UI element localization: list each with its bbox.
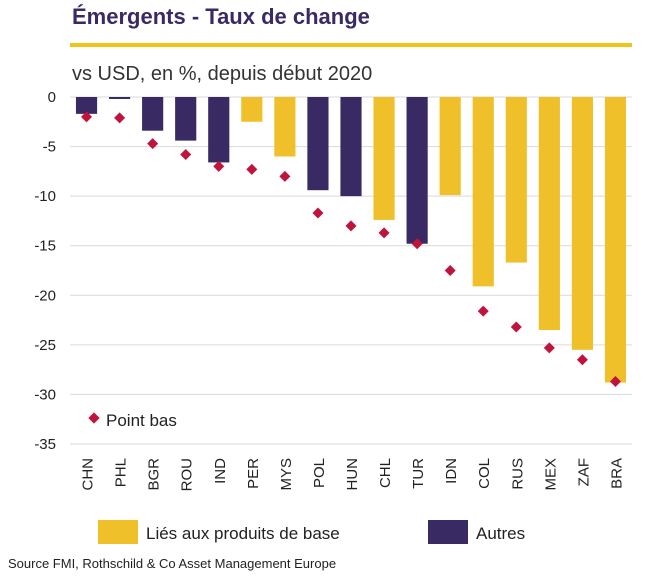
bar-tur [406, 97, 428, 244]
x-tick-label: RUS [509, 458, 526, 490]
low-point-pol [312, 207, 324, 219]
low-point-col [477, 305, 489, 317]
bar-idn [439, 97, 461, 196]
low-point-mys [279, 170, 291, 182]
y-tick-label: -30 [34, 386, 56, 403]
x-tick-label: PER [245, 458, 262, 489]
low-point-per [246, 163, 258, 175]
x-tick-label: IND [212, 458, 229, 484]
x-tick-label: ZAF [575, 458, 592, 486]
bar-col [472, 97, 494, 287]
low-point-rus [510, 321, 522, 333]
x-tick-label: BGR [146, 458, 163, 491]
x-axis: CHN PHL BGR ROU IND PER MYS POL HUN CHL TUR IDN COL R… [80, 458, 626, 492]
bar-chl [373, 97, 395, 220]
low-point-idn [444, 265, 456, 276]
legend-point-label: Point bas [106, 411, 177, 430]
x-tick-label: ROU [179, 458, 196, 491]
x-tick-label: MYS [278, 458, 295, 491]
bottom-legend: Liés aux produits de base Autres [98, 520, 525, 544]
bar-pol [307, 97, 329, 191]
y-axis: 0 -5 -10 -15 -20 -25 -30 -35 [34, 89, 56, 453]
bar-rus [505, 97, 527, 263]
x-tick-label: TUR [410, 458, 427, 489]
low-point-hun [345, 220, 357, 232]
bar-chn [75, 97, 98, 114]
legend-commodity-label: Liés aux produits de base [146, 524, 340, 543]
low-points [81, 111, 621, 388]
bar-phl [109, 97, 131, 99]
low-point-ind [213, 160, 225, 172]
bar-rou [175, 97, 197, 141]
bar-bra [604, 97, 627, 383]
x-tick-label: CHN [80, 458, 97, 491]
y-tick-label: -25 [34, 337, 56, 354]
legend-commodity-swatch [98, 520, 138, 544]
low-point-zaf [576, 354, 588, 366]
low-point-tur [411, 238, 423, 250]
low-point-mex [543, 342, 555, 354]
bar-per [241, 97, 263, 122]
low-point-rou [180, 149, 192, 161]
chart-subtitle: vs USD, en %, depuis début 2020 [72, 63, 373, 85]
low-point-bra [609, 376, 621, 388]
bar-ind [208, 97, 230, 163]
y-tick-label: -5 [43, 139, 56, 156]
bar-bgr [142, 97, 164, 131]
bar-mys [274, 97, 296, 157]
title-underline [70, 43, 632, 47]
y-tick-label: 0 [48, 89, 56, 106]
legend-other-swatch [428, 520, 468, 544]
y-tick-label: -15 [34, 238, 56, 255]
x-tick-label: MEX [542, 458, 559, 491]
y-tick-label: -20 [34, 287, 56, 304]
x-tick-label: IDN [443, 458, 460, 484]
bar-zaf [571, 97, 593, 350]
inner-legend: Point bas [88, 411, 177, 430]
y-tick-label: -10 [34, 188, 56, 205]
x-tick-label: HUN [344, 458, 361, 491]
low-point-chn [81, 111, 93, 123]
chart-title: Émergents - Taux de change [72, 4, 370, 29]
bar-mex [538, 97, 560, 330]
bars [75, 97, 627, 383]
source-note: Source FMI, Rothschild & Co Asset Manage… [8, 556, 337, 571]
x-tick-label: CHL [377, 458, 394, 488]
low-point-phl [114, 112, 126, 124]
bar-hun [340, 97, 362, 197]
legend-point-marker [88, 412, 100, 424]
low-point-chl [378, 227, 390, 239]
y-tick-label: -35 [34, 436, 56, 453]
x-tick-label: COL [476, 458, 493, 489]
x-tick-label: BRA [608, 458, 625, 489]
x-tick-label: PHL [113, 458, 130, 487]
low-point-bgr [147, 138, 159, 150]
legend-other-label: Autres [476, 524, 525, 543]
x-tick-label: POL [311, 458, 328, 488]
